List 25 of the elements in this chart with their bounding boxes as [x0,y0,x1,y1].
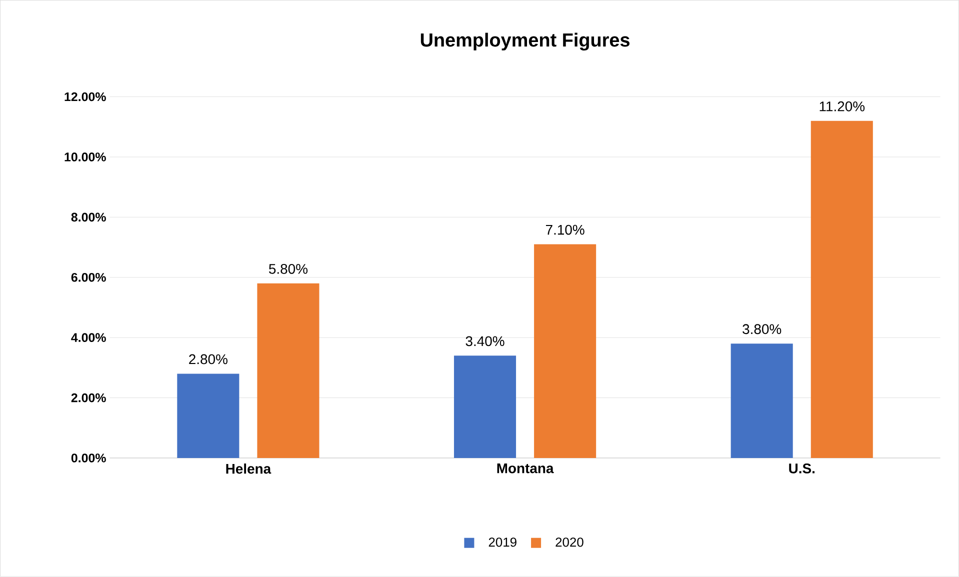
y-tick-label: 10.00% [64,152,106,162]
y-tick-label: 2.00% [71,393,106,402]
data-label: 2.80% [189,354,228,364]
data-label: 7.10% [546,224,584,235]
legend-label: 2020 [556,538,584,547]
y-tick-label: 12.00% [64,92,106,102]
legend-label: 2019 [488,538,516,547]
data-label: 5.80% [268,264,308,274]
data-label: 11.20% [820,102,865,112]
bar [454,356,516,458]
bar [730,344,793,458]
y-tick-label: 0.00% [71,454,106,463]
bar [177,374,240,458]
y-tick-label: 4.00% [71,333,106,342]
x-tick-label: Montana [497,464,554,474]
bar [257,284,320,458]
chart-title: Unemployment Figures [420,32,630,51]
x-tick-label: U.S. [789,464,814,474]
bar [810,120,873,458]
y-tick-label: 8.00% [71,212,106,222]
x-tick-label: Helena [226,464,272,474]
bar [534,244,596,458]
data-label: 3.80% [742,324,782,334]
data-label: 3.40% [466,336,504,346]
y-tick-label: 6.00% [71,273,106,282]
